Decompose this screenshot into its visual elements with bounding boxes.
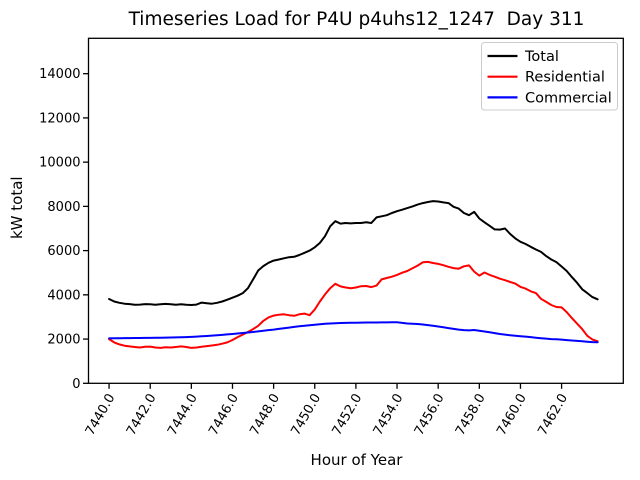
chart-title: Timeseries Load for P4U p4uhs12_1247 Day… [128,9,585,30]
y-tick-label: 8000 [47,200,80,215]
legend-box [481,42,618,111]
legend-label-total: Total [524,49,559,65]
series-line-commercial [108,321,599,344]
y-tick-label: 0 [72,377,80,392]
legend-label-residential: Residential [525,70,605,86]
y-tick-label: 10000 [39,156,80,171]
y-tick-label: 2000 [47,333,80,348]
x-tick-label: 7444.0 [165,391,201,438]
x-tick-label: 7450.0 [288,391,324,438]
x-tick-label: 7446.0 [206,391,242,438]
x-tick-label: 7456.0 [412,391,448,438]
legend-label-commercial: Commercial [525,90,612,106]
y-tick-label: 6000 [47,244,80,259]
y-tick-label: 14000 [39,67,80,82]
x-tick-label: 7458.0 [453,391,489,438]
x-tick-label: 7454.0 [371,391,407,438]
x-tick-label: 7460.0 [494,391,530,438]
x-axis-label: Hour of Year [310,451,403,469]
series-line-residential [108,260,599,349]
series-line-total [108,200,599,306]
x-tick-label: 7462.0 [535,391,571,438]
y-tick-label: 4000 [47,288,80,303]
y-tick-label: 12000 [39,111,80,126]
x-tick-label: 7442.0 [124,391,160,438]
x-tick-label: 7440.0 [83,391,119,438]
x-tick-label: 7448.0 [247,391,283,438]
x-tick-label: 7452.0 [330,391,366,438]
y-axis-label: kW total [8,176,26,239]
